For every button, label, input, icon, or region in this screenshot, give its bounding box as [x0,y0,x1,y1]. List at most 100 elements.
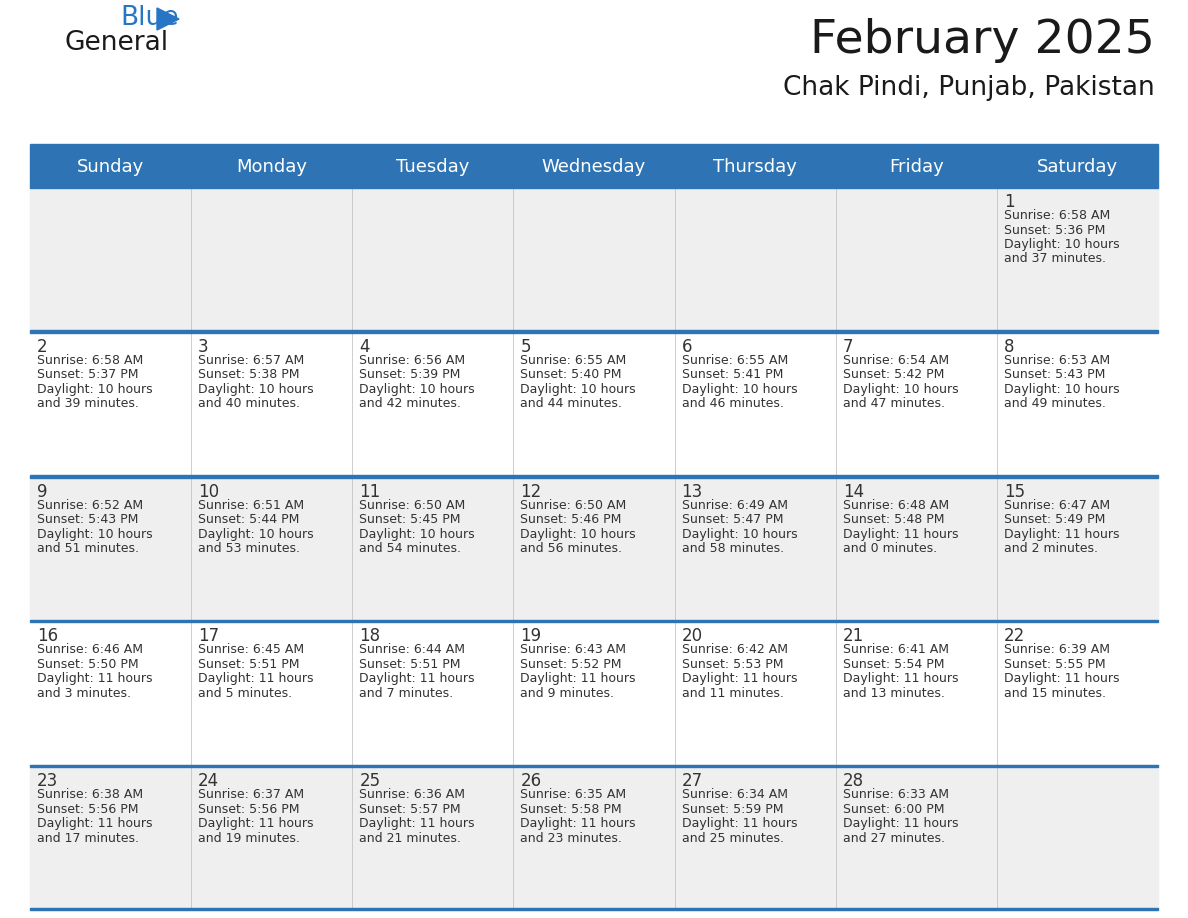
Text: Sunset: 5:56 PM: Sunset: 5:56 PM [198,802,299,816]
Text: Sunset: 5:40 PM: Sunset: 5:40 PM [520,368,623,381]
Text: Sunrise: 6:58 AM: Sunrise: 6:58 AM [1004,209,1110,222]
Text: 22: 22 [1004,627,1025,645]
Text: Daylight: 10 hours: Daylight: 10 hours [198,528,314,541]
Text: Sunrise: 6:55 AM: Sunrise: 6:55 AM [520,353,627,367]
Text: Daylight: 10 hours: Daylight: 10 hours [520,383,636,396]
Text: Sunrise: 6:44 AM: Sunrise: 6:44 AM [359,644,466,656]
Text: Sunset: 5:52 PM: Sunset: 5:52 PM [520,658,623,671]
Text: and 47 minutes.: and 47 minutes. [842,397,944,410]
Text: Sunset: 5:54 PM: Sunset: 5:54 PM [842,658,944,671]
Text: 1: 1 [1004,193,1015,211]
Text: Blue: Blue [120,5,178,31]
Text: Sunrise: 6:50 AM: Sunrise: 6:50 AM [359,498,466,511]
Text: Daylight: 11 hours: Daylight: 11 hours [842,817,959,830]
Text: 16: 16 [37,627,58,645]
Text: 4: 4 [359,338,369,356]
Text: 24: 24 [198,772,220,790]
Text: Monday: Monday [236,158,308,176]
Text: 14: 14 [842,483,864,500]
Text: and 7 minutes.: and 7 minutes. [359,687,454,700]
Text: Daylight: 10 hours: Daylight: 10 hours [1004,383,1119,396]
Text: Daylight: 11 hours: Daylight: 11 hours [198,817,314,830]
Text: Sunset: 5:45 PM: Sunset: 5:45 PM [359,513,461,526]
Text: Sunset: 5:51 PM: Sunset: 5:51 PM [198,658,299,671]
Text: 17: 17 [198,627,220,645]
Text: 3: 3 [198,338,209,356]
Text: Sunrise: 6:57 AM: Sunrise: 6:57 AM [198,353,304,367]
Text: Sunset: 5:58 PM: Sunset: 5:58 PM [520,802,623,816]
Text: Daylight: 10 hours: Daylight: 10 hours [359,528,475,541]
Text: 6: 6 [682,338,693,356]
Text: Sunset: 5:46 PM: Sunset: 5:46 PM [520,513,621,526]
Bar [30,330,1158,333]
Text: and 40 minutes.: and 40 minutes. [198,397,301,410]
Text: Sunset: 5:56 PM: Sunset: 5:56 PM [37,802,139,816]
Bar [30,766,1158,910]
Text: Daylight: 10 hours: Daylight: 10 hours [359,383,475,396]
Text: and 17 minutes.: and 17 minutes. [37,832,139,845]
Text: Sunset: 5:53 PM: Sunset: 5:53 PM [682,658,783,671]
Bar [30,476,1158,621]
Text: Daylight: 11 hours: Daylight: 11 hours [520,672,636,686]
Text: and 11 minutes.: and 11 minutes. [682,687,783,700]
Text: Wednesday: Wednesday [542,158,646,176]
Text: Sunrise: 6:39 AM: Sunrise: 6:39 AM [1004,644,1110,656]
Text: Sunrise: 6:58 AM: Sunrise: 6:58 AM [37,353,144,367]
Text: 5: 5 [520,338,531,356]
Text: Sunrise: 6:51 AM: Sunrise: 6:51 AM [198,498,304,511]
Text: Sunrise: 6:46 AM: Sunrise: 6:46 AM [37,644,143,656]
Bar [30,185,1158,188]
Text: 13: 13 [682,483,703,500]
Text: and 13 minutes.: and 13 minutes. [842,687,944,700]
Text: 23: 23 [37,772,58,790]
Text: Daylight: 11 hours: Daylight: 11 hours [37,672,152,686]
Text: Sunset: 5:41 PM: Sunset: 5:41 PM [682,368,783,381]
Text: Sunrise: 6:55 AM: Sunrise: 6:55 AM [682,353,788,367]
Text: and 2 minutes.: and 2 minutes. [1004,543,1098,555]
Text: 12: 12 [520,483,542,500]
Text: Sunrise: 6:37 AM: Sunrise: 6:37 AM [198,789,304,801]
Text: Sunset: 5:43 PM: Sunset: 5:43 PM [37,513,138,526]
Text: and 53 minutes.: and 53 minutes. [198,543,301,555]
Text: and 37 minutes.: and 37 minutes. [1004,252,1106,265]
Text: Sunset: 5:38 PM: Sunset: 5:38 PM [198,368,299,381]
Bar [30,186,1158,330]
Text: and 39 minutes.: and 39 minutes. [37,397,139,410]
Text: Daylight: 10 hours: Daylight: 10 hours [520,528,636,541]
Text: Daylight: 11 hours: Daylight: 11 hours [1004,528,1119,541]
Text: and 46 minutes.: and 46 minutes. [682,397,783,410]
Text: and 3 minutes.: and 3 minutes. [37,687,131,700]
Text: Sunrise: 6:53 AM: Sunrise: 6:53 AM [1004,353,1110,367]
Text: Daylight: 11 hours: Daylight: 11 hours [359,672,475,686]
Text: Sunset: 5:55 PM: Sunset: 5:55 PM [1004,658,1106,671]
Text: Sunrise: 6:42 AM: Sunrise: 6:42 AM [682,644,788,656]
Text: and 19 minutes.: and 19 minutes. [198,832,301,845]
Text: and 15 minutes.: and 15 minutes. [1004,687,1106,700]
Text: 7: 7 [842,338,853,356]
Text: Daylight: 11 hours: Daylight: 11 hours [682,817,797,830]
Text: Sunset: 5:36 PM: Sunset: 5:36 PM [1004,223,1105,237]
Text: and 9 minutes.: and 9 minutes. [520,687,614,700]
Text: and 54 minutes.: and 54 minutes. [359,543,461,555]
Text: Sunset: 5:47 PM: Sunset: 5:47 PM [682,513,783,526]
Text: Sunrise: 6:43 AM: Sunrise: 6:43 AM [520,644,626,656]
Text: Daylight: 10 hours: Daylight: 10 hours [682,528,797,541]
Text: Saturday: Saturday [1037,158,1118,176]
Text: and 5 minutes.: and 5 minutes. [198,687,292,700]
Text: Tuesday: Tuesday [396,158,469,176]
Text: Sunrise: 6:47 AM: Sunrise: 6:47 AM [1004,498,1110,511]
Text: Sunrise: 6:41 AM: Sunrise: 6:41 AM [842,644,949,656]
Text: Sunrise: 6:36 AM: Sunrise: 6:36 AM [359,789,466,801]
Bar [30,476,1158,477]
Text: 8: 8 [1004,338,1015,356]
Text: 26: 26 [520,772,542,790]
Text: Sunset: 5:37 PM: Sunset: 5:37 PM [37,368,139,381]
Text: 25: 25 [359,772,380,790]
Text: Daylight: 10 hours: Daylight: 10 hours [37,528,152,541]
Text: 10: 10 [198,483,220,500]
Text: Chak Pindi, Punjab, Pakistan: Chak Pindi, Punjab, Pakistan [783,75,1155,101]
Text: Sunrise: 6:52 AM: Sunrise: 6:52 AM [37,498,143,511]
Text: Thursday: Thursday [713,158,797,176]
Text: and 23 minutes.: and 23 minutes. [520,832,623,845]
Text: Sunrise: 6:48 AM: Sunrise: 6:48 AM [842,498,949,511]
